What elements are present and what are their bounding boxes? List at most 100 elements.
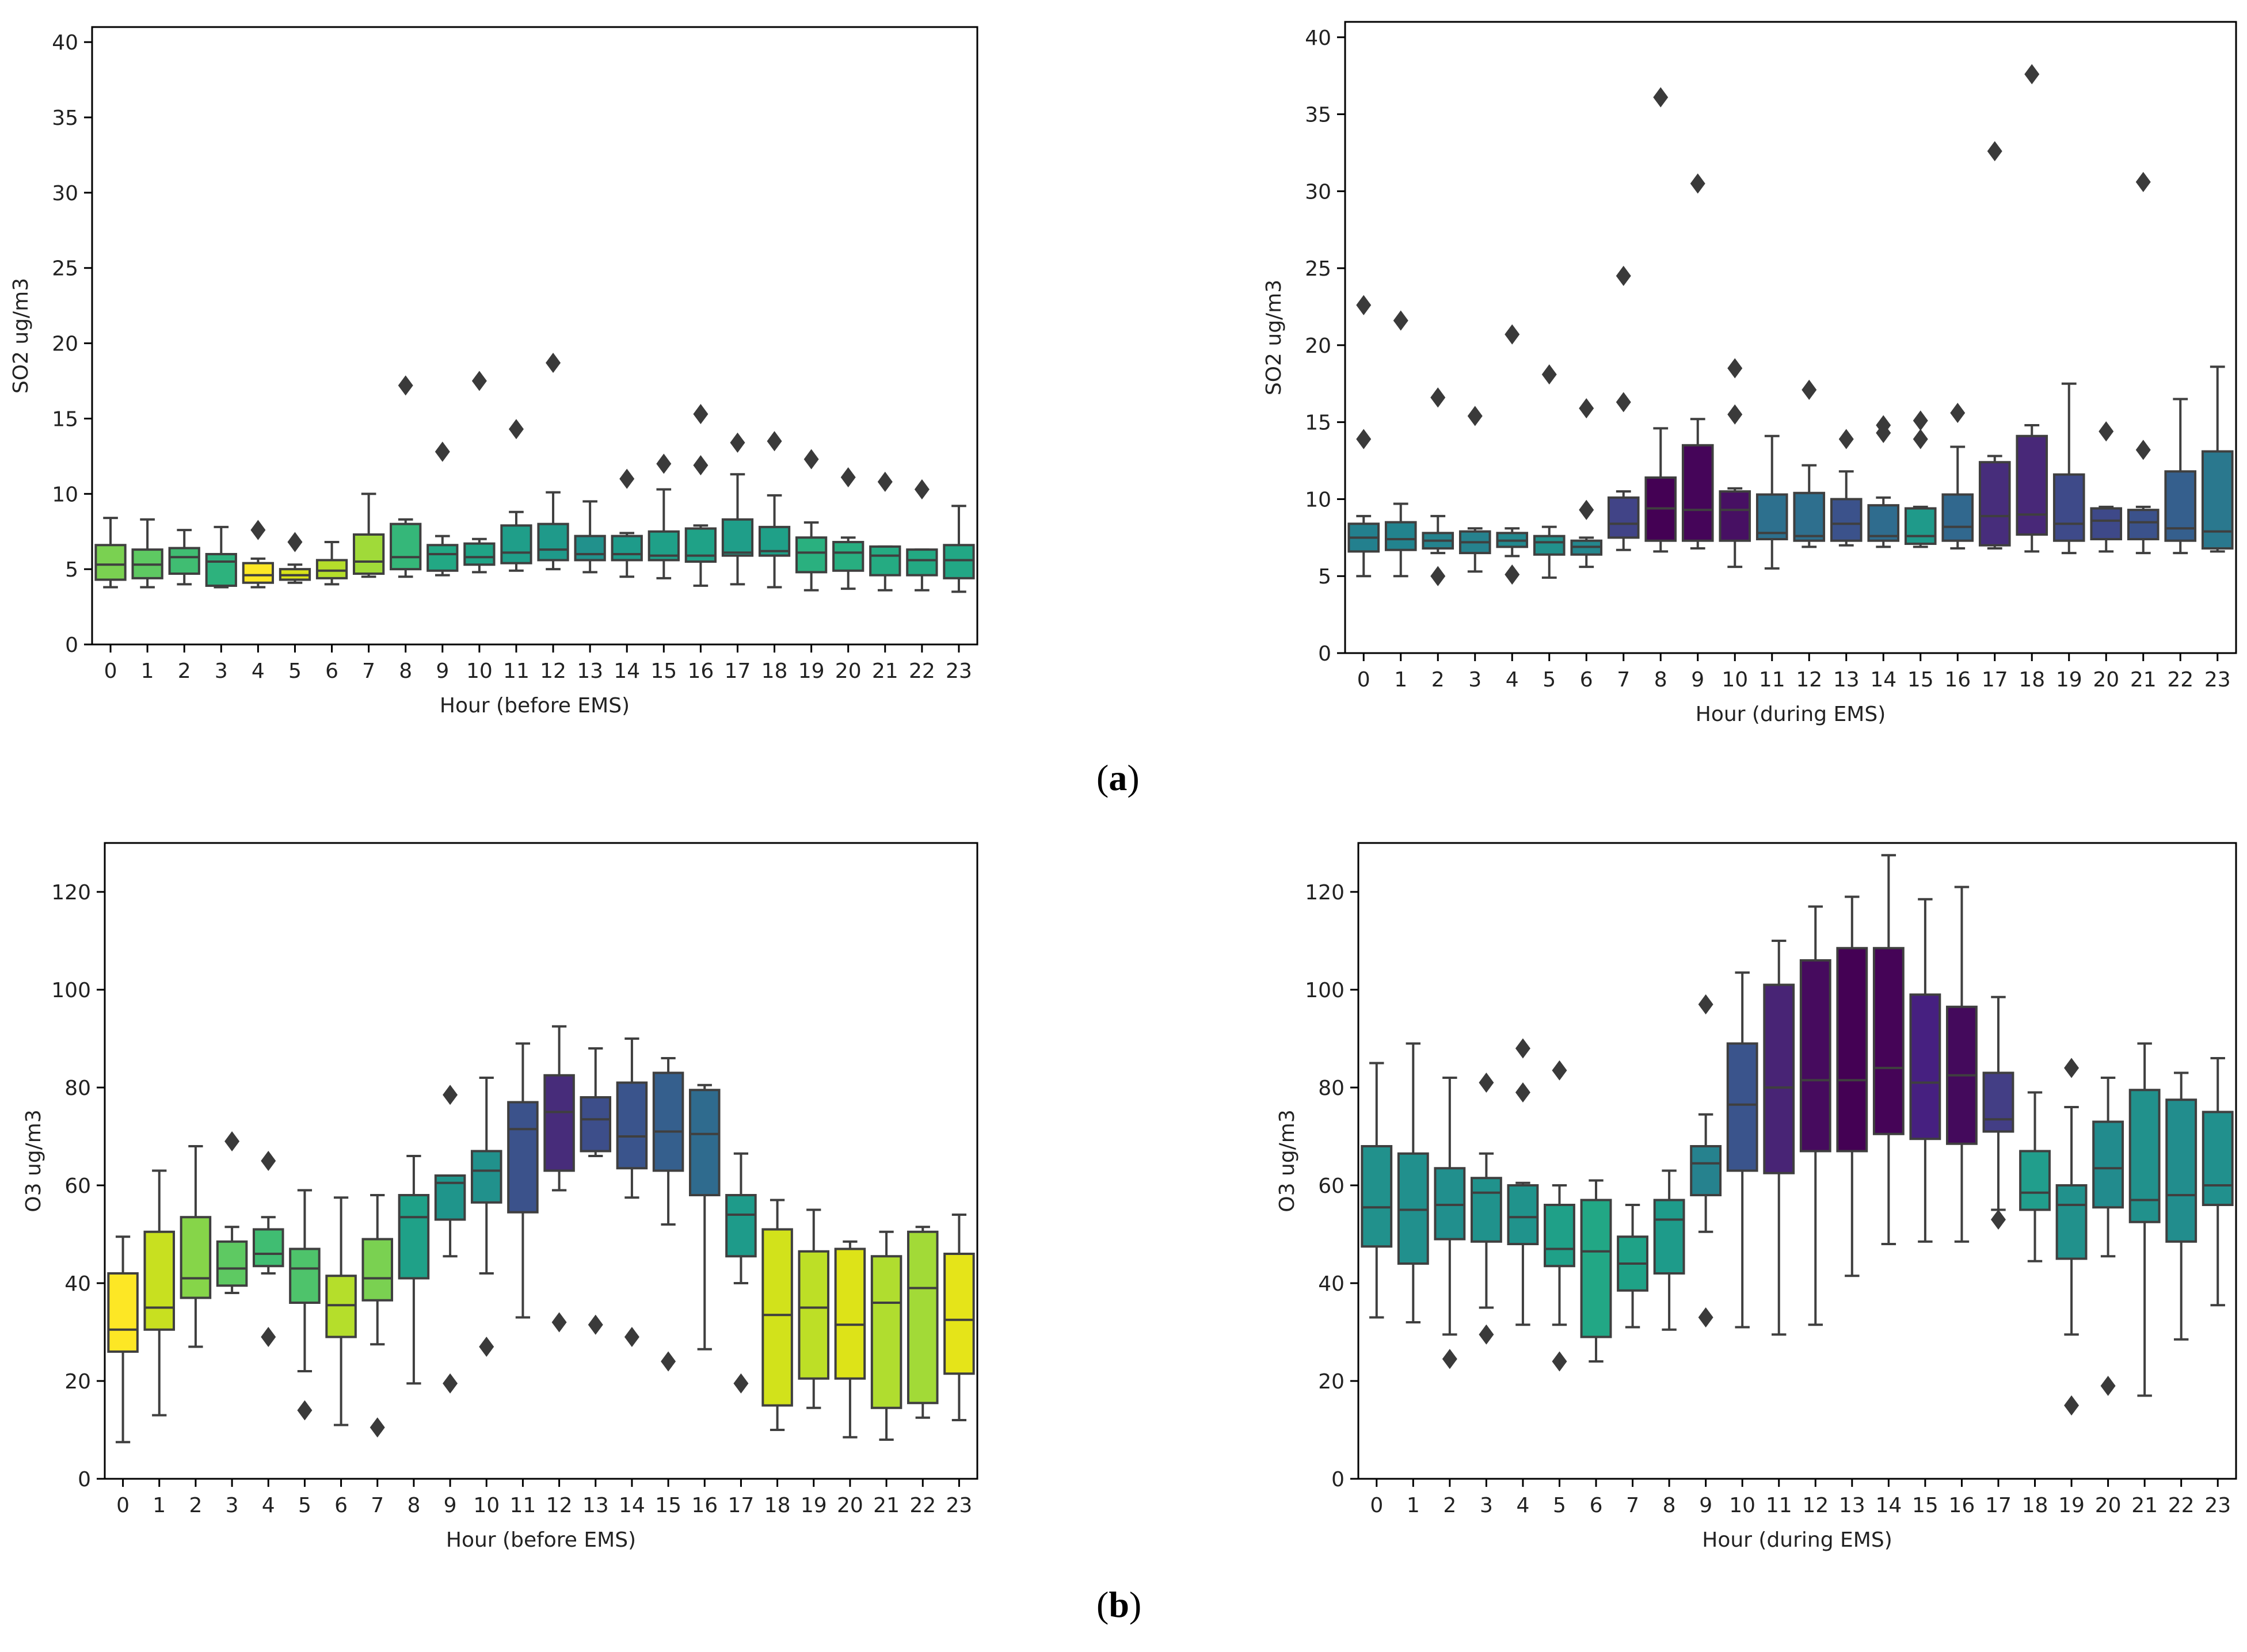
box-1 xyxy=(1384,310,1417,578)
box-14 xyxy=(616,1037,648,1348)
box-13 xyxy=(580,1047,612,1335)
x-tick-label: 21 xyxy=(2130,668,2157,692)
box-15 xyxy=(652,1057,684,1372)
x-tick-label: 6 xyxy=(1580,668,1593,692)
y-tick-label: 80 xyxy=(1318,1077,1345,1100)
x-axis-label: Hour (during EMS) xyxy=(1702,1528,1892,1552)
x-tick-label: 4 xyxy=(1506,668,1519,692)
box-body xyxy=(352,533,385,575)
x-axis-label: Hour (before EMS) xyxy=(440,694,630,718)
box-body xyxy=(1384,521,1417,551)
y-tick-label: 20 xyxy=(64,1370,91,1394)
outlier-point xyxy=(914,479,930,499)
box-body xyxy=(616,1081,648,1170)
box-body xyxy=(1904,507,1937,545)
outlier-point xyxy=(1505,564,1520,585)
box-body xyxy=(168,547,200,575)
outlier-point xyxy=(1690,173,1705,194)
box-20 xyxy=(2090,421,2123,553)
box-body xyxy=(1763,983,1795,1174)
box-body xyxy=(1793,491,1826,542)
box-body xyxy=(537,522,569,562)
x-tick-label: 21 xyxy=(873,1494,900,1517)
box-12 xyxy=(543,1025,575,1333)
box-20 xyxy=(834,1240,866,1439)
box-6 xyxy=(315,541,348,586)
x-tick-label: 13 xyxy=(582,1494,609,1517)
x-tick-label: 8 xyxy=(407,1494,420,1517)
y-tick-label: 60 xyxy=(1318,1174,1345,1198)
box-body xyxy=(580,1096,612,1153)
outlier-point xyxy=(398,375,413,396)
box-21 xyxy=(2128,1042,2161,1397)
x-tick-label: 23 xyxy=(2204,1494,2231,1517)
x-tick-label: 18 xyxy=(764,1494,791,1517)
outlier-point xyxy=(1479,1072,1494,1093)
box-body xyxy=(1470,1177,1502,1243)
outlier-point xyxy=(1802,379,1817,400)
box-12 xyxy=(1799,905,1831,1326)
x-tick-label: 5 xyxy=(288,659,302,683)
box-22 xyxy=(2165,1071,2198,1341)
box-body xyxy=(2019,1150,2051,1211)
x-tick-label: 20 xyxy=(2093,668,2119,692)
x-tick-label: 0 xyxy=(104,659,117,683)
outlier-point xyxy=(1515,1038,1530,1059)
outlier-point xyxy=(840,467,856,488)
box-0 xyxy=(1347,295,1380,578)
box-body xyxy=(180,1216,212,1299)
outlier-point xyxy=(1727,358,1743,379)
x-tick-label: 4 xyxy=(262,1494,275,1517)
y-tick-label: 25 xyxy=(1305,257,1331,281)
box-8 xyxy=(1653,1169,1685,1331)
x-tick-label: 9 xyxy=(444,1494,457,1517)
x-tick-label: 16 xyxy=(687,659,714,683)
x-tick-label: 5 xyxy=(1553,1494,1566,1517)
box-body xyxy=(507,1101,539,1214)
outlier-point xyxy=(287,532,303,552)
box-10 xyxy=(470,1077,502,1357)
box-4 xyxy=(252,1150,284,1348)
outlier-point xyxy=(693,455,709,476)
box-17 xyxy=(721,432,754,586)
outlier-point xyxy=(546,353,561,373)
box-21 xyxy=(869,471,901,592)
y-tick-label: 60 xyxy=(64,1174,91,1198)
x-tick-label: 0 xyxy=(116,1494,130,1517)
x-tick-label: 12 xyxy=(540,659,566,683)
box-body xyxy=(2052,473,2085,542)
outlier-point xyxy=(508,419,524,440)
x-tick-label: 21 xyxy=(872,659,898,683)
x-tick-label: 14 xyxy=(1870,668,1896,692)
box-16 xyxy=(688,1083,721,1350)
outlier-point xyxy=(443,1085,458,1105)
plot-frame xyxy=(1344,21,2237,654)
box-body xyxy=(870,1255,902,1409)
box-4 xyxy=(1507,1038,1539,1326)
box-13 xyxy=(1830,429,1863,547)
outlier-point xyxy=(479,1336,494,1357)
y-axis-label: SO2 ug/m3 xyxy=(1262,280,1286,395)
box-body xyxy=(1755,493,1788,541)
box-9 xyxy=(1690,994,1722,1328)
y-tick-label: 20 xyxy=(1305,334,1331,358)
y-tick-label: 25 xyxy=(52,257,78,281)
outlier-point xyxy=(1356,429,1372,449)
y-tick-label: 100 xyxy=(1305,979,1345,1002)
x-tick-label: 23 xyxy=(946,659,972,683)
box-body xyxy=(426,544,459,572)
outlier-point xyxy=(730,432,745,453)
x-tick-label: 22 xyxy=(909,1494,936,1517)
box-12 xyxy=(1793,379,1826,548)
y-tick-label: 35 xyxy=(1305,104,1331,127)
y-tick-label: 20 xyxy=(52,333,78,356)
box-body xyxy=(2092,1120,2124,1209)
box-body xyxy=(1978,461,2011,547)
box-3 xyxy=(205,525,237,589)
box-body xyxy=(1653,1199,1685,1275)
box-body xyxy=(94,544,127,581)
x-tick-label: 22 xyxy=(2167,668,2193,692)
x-tick-label: 17 xyxy=(728,1494,755,1517)
x-tick-label: 10 xyxy=(473,1494,500,1517)
x-tick-label: 22 xyxy=(2168,1494,2195,1517)
